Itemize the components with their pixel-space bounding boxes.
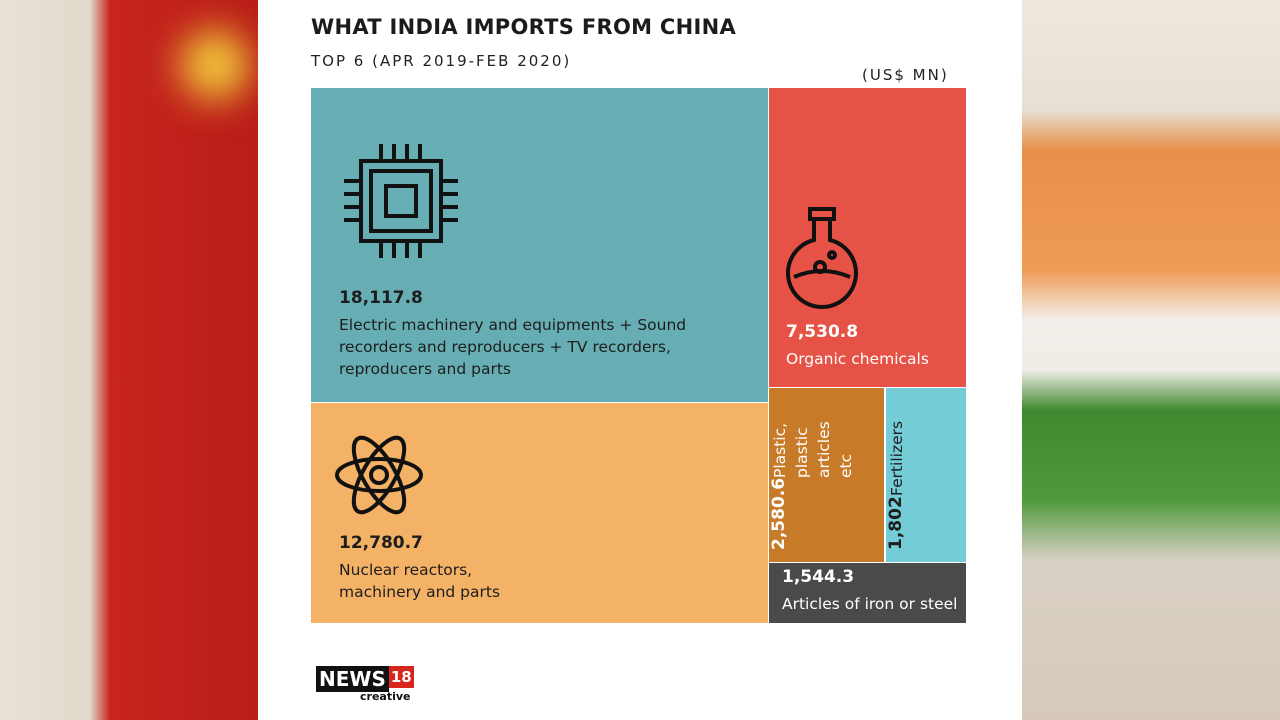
category-label: Fertilizers <box>888 421 906 497</box>
background-left <box>0 0 258 720</box>
tile: 18,117.8 Electric machinery and equipment… <box>311 88 768 402</box>
value-label: 7,530.8 <box>786 322 859 342</box>
tile: 7,530.8 Organic chemicals <box>769 88 966 387</box>
tile: 12,780.7 Nuclear reactors, machinery and … <box>311 403 768 623</box>
logo-sub: creative <box>360 690 411 703</box>
unit-label: (US$ MN) <box>862 66 949 84</box>
logo: NEWS 18 creative <box>316 666 414 703</box>
flask-icon <box>786 207 858 309</box>
chip-icon <box>344 144 458 258</box>
category-label: Plastic, plastic articles etc <box>771 421 855 478</box>
tile: 1,544.3 Articles of iron or steel <box>769 563 966 623</box>
value-label: 1,544.3 <box>782 567 855 587</box>
logo-name: NEWS <box>316 666 389 692</box>
chart-title: WHAT INDIA IMPORTS FROM CHINA <box>311 15 737 39</box>
tile: 1,802 Fertilizers <box>886 388 966 562</box>
category-label: Nuclear reactors, machinery and parts <box>339 561 501 601</box>
category-label: Organic chemicals <box>786 350 929 368</box>
category-label: Articles of iron or steel <box>782 595 958 613</box>
chart-subtitle: TOP 6 (APR 2019-FEB 2020) <box>311 52 572 70</box>
value-label: 18,117.8 <box>339 288 423 308</box>
background-right <box>1022 0 1280 720</box>
value-label: 1,802 <box>886 496 906 550</box>
atom-icon <box>335 435 423 515</box>
value-label: 2,580.6 <box>769 477 789 550</box>
value-label: 12,780.7 <box>339 533 423 553</box>
category-label: Electric machinery and equipments + Soun… <box>339 316 687 378</box>
logo-number: 18 <box>388 666 414 688</box>
tile: 2,580.6 Plastic, plastic articles etc <box>769 388 884 562</box>
